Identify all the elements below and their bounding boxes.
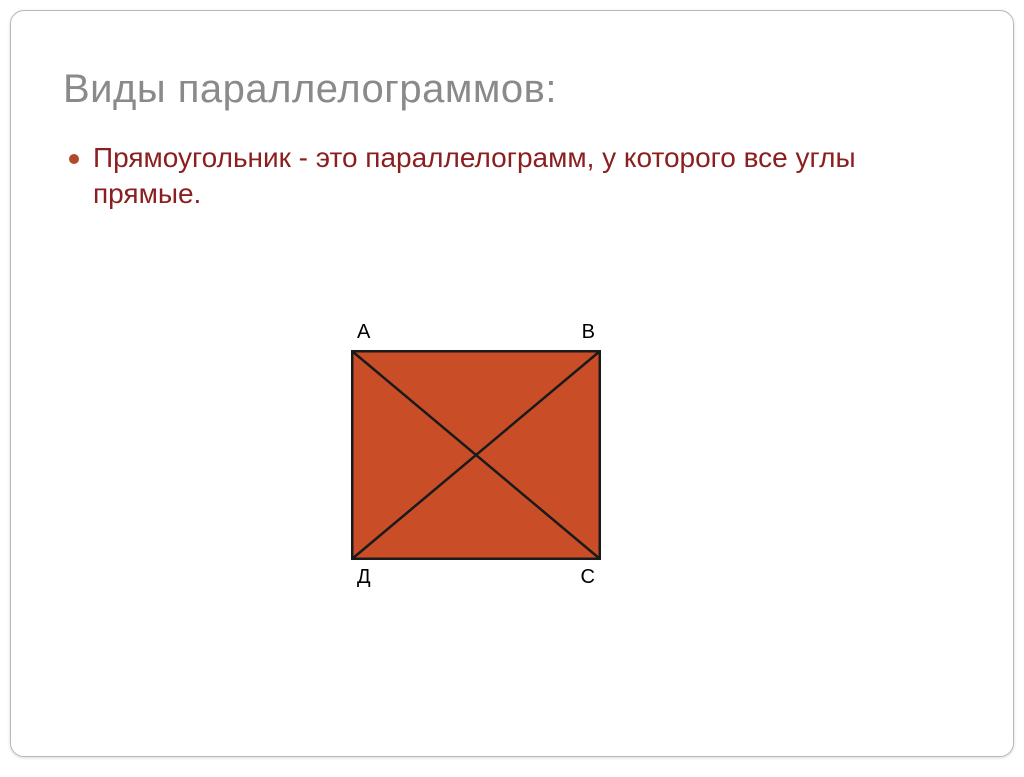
rectangle-figure: А В Д С <box>351 321 601 589</box>
vertex-label-D: Д <box>357 566 371 589</box>
bottom-label-row: Д С <box>351 566 601 589</box>
slide-title: Виды параллелограммов: <box>63 67 961 112</box>
slide-frame: Виды параллелограммов: Прямоугольник - э… <box>10 10 1014 757</box>
bullet-item: Прямоугольник - это параллелограмм, у ко… <box>69 140 961 213</box>
rectangle-svg <box>351 350 601 560</box>
bullet-marker <box>69 154 79 164</box>
vertex-label-C: С <box>581 566 595 589</box>
vertex-label-A: А <box>357 321 370 344</box>
body-text: Прямоугольник - это параллелограмм, у ко… <box>93 140 873 213</box>
vertex-label-B: В <box>582 321 595 344</box>
top-label-row: А В <box>351 321 601 344</box>
